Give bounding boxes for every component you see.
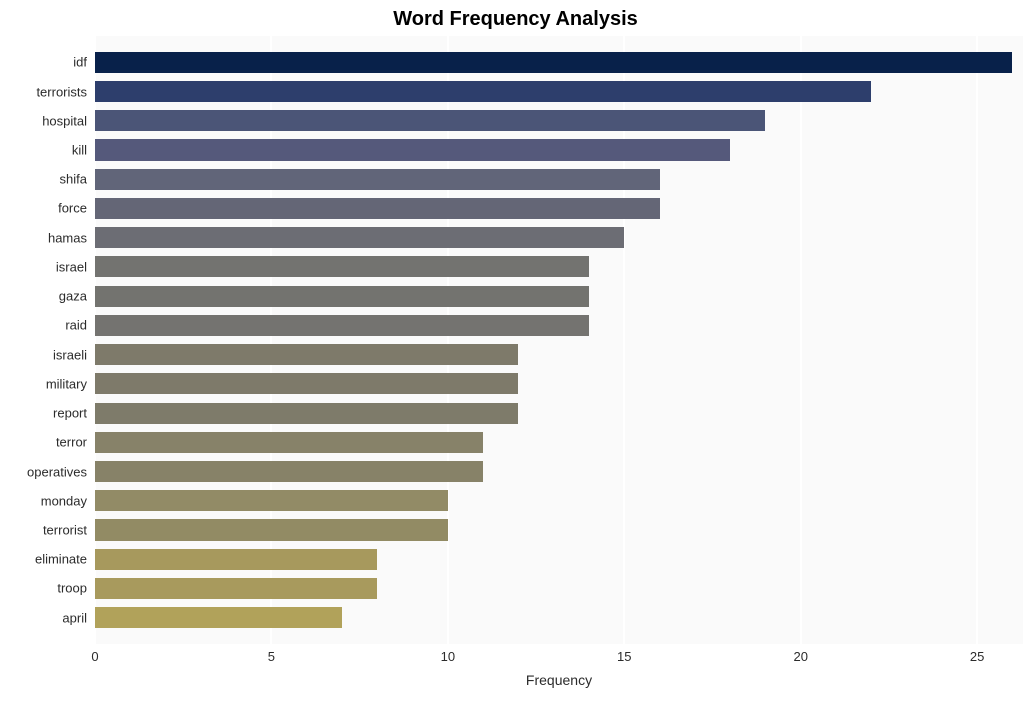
y-tick-label: operatives (27, 465, 87, 478)
bar-row (95, 607, 1023, 628)
bar-row (95, 286, 1023, 307)
bar (95, 52, 1012, 73)
bar (95, 373, 518, 394)
y-tick-label: report (53, 407, 87, 420)
bar (95, 432, 483, 453)
bar-row (95, 256, 1023, 277)
bar (95, 81, 871, 102)
bar (95, 461, 483, 482)
y-tick-label: raid (65, 319, 87, 332)
bar (95, 256, 589, 277)
bar (95, 227, 624, 248)
bar-row (95, 139, 1023, 160)
bar (95, 315, 589, 336)
y-tick-label: idf (73, 56, 87, 69)
bar-row (95, 403, 1023, 424)
x-tick-label: 0 (91, 650, 98, 663)
y-tick-label: gaza (59, 290, 87, 303)
bar-row (95, 169, 1023, 190)
y-tick-label: april (62, 611, 87, 624)
y-tick-label: hospital (42, 114, 87, 127)
bar-row (95, 227, 1023, 248)
bar-row (95, 373, 1023, 394)
y-tick-label: eliminate (35, 553, 87, 566)
bar (95, 403, 518, 424)
y-tick-label: hamas (48, 231, 87, 244)
x-tick-label: 20 (793, 650, 807, 663)
bar (95, 549, 377, 570)
y-tick-label: israel (56, 260, 87, 273)
bar-row (95, 578, 1023, 599)
bar (95, 578, 377, 599)
y-tick-label: shifa (60, 173, 87, 186)
bar-row (95, 81, 1023, 102)
y-tick-label: israeli (53, 348, 87, 361)
x-tick-label: 25 (970, 650, 984, 663)
bar-row (95, 344, 1023, 365)
bar (95, 139, 730, 160)
y-tick-label: kill (72, 144, 87, 157)
y-tick-label: terrorist (43, 524, 87, 537)
x-tick-label: 10 (441, 650, 455, 663)
bar-row (95, 315, 1023, 336)
y-tick-label: monday (41, 494, 87, 507)
y-tick-label: terror (56, 436, 87, 449)
y-tick-label: military (46, 377, 87, 390)
bar-row (95, 110, 1023, 131)
bar-row (95, 198, 1023, 219)
bar (95, 198, 660, 219)
bar (95, 519, 448, 540)
bar-row (95, 549, 1023, 570)
y-tick-label: terrorists (36, 85, 87, 98)
y-tick-label: troop (57, 582, 87, 595)
bar-row (95, 519, 1023, 540)
bar (95, 286, 589, 307)
x-tick-label: 5 (268, 650, 275, 663)
bar (95, 490, 448, 511)
plot-area: Frequency 0510152025idfterroristshospita… (95, 36, 1023, 644)
bar-row (95, 432, 1023, 453)
bar (95, 169, 660, 190)
bar (95, 607, 342, 628)
chart-title: Word Frequency Analysis (0, 8, 1031, 31)
bar-row (95, 461, 1023, 482)
bar (95, 344, 518, 365)
bar-row (95, 490, 1023, 511)
x-axis-label: Frequency (95, 672, 1023, 688)
bar-row (95, 52, 1023, 73)
bar (95, 110, 765, 131)
y-tick-label: force (58, 202, 87, 215)
chart-container: Word Frequency Analysis Frequency 051015… (0, 0, 1031, 701)
x-tick-label: 15 (617, 650, 631, 663)
